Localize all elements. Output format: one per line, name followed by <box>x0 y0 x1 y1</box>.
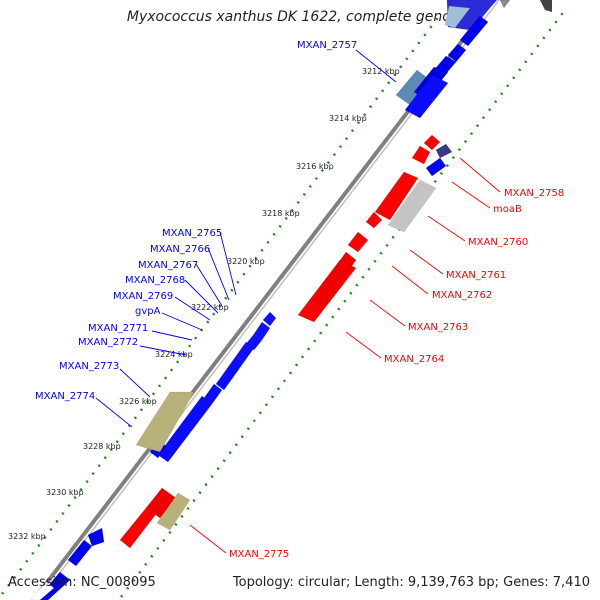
leader-line <box>195 263 223 307</box>
leader-line <box>409 249 444 275</box>
gene-feature <box>411 145 431 165</box>
gene-label-reverse: MXAN_2763 <box>408 322 468 333</box>
gc-track-inner <box>117 9 566 600</box>
gene-label-forward: MXAN_2757 <box>297 40 357 51</box>
gene-feature <box>365 211 383 229</box>
gene-labels: MXAN_2757 MXAN_2765 MXAN_2766 MXAN_2767 MXAN… <box>35 40 564 560</box>
gene-label-forward: MXAN_2772 <box>78 337 138 348</box>
gene-label-reverse: MXAN_2758 <box>504 188 564 199</box>
gene-label-forward: MXAN_2769 <box>113 291 173 302</box>
topology-text: Topology: circular; Length: 9,139,763 bp… <box>232 575 590 590</box>
gene-label-forward: MXAN_2768 <box>125 275 185 286</box>
tick-label: 3212 kbp <box>362 67 400 76</box>
gene-feature <box>374 171 419 221</box>
map-title: Myxococcus xanthus DK 1622, complete gen… <box>126 9 474 25</box>
gene-feature <box>447 43 467 63</box>
gene-label-forward: MXAN_2765 <box>162 228 222 239</box>
gene-feature-top-right <box>540 0 552 12</box>
gene-label-forward: MXAN_2774 <box>35 391 95 402</box>
gene-label-reverse: MXAN_2762 <box>432 290 492 301</box>
leader-line <box>391 265 429 295</box>
gene-feature <box>499 0 511 9</box>
gene-label-forward: MXAN_2773 <box>59 361 119 372</box>
gene-label-forward: MXAN_2766 <box>150 244 210 255</box>
gene-feature <box>87 527 105 547</box>
gene-feature <box>444 5 471 29</box>
leader-line <box>219 231 237 296</box>
gene-feature <box>119 507 157 549</box>
leader-line <box>355 49 397 83</box>
leader-line <box>119 368 151 398</box>
gene-feature <box>435 143 453 159</box>
leader-line <box>151 330 193 341</box>
tick-label: 3232 kbp <box>8 532 46 541</box>
gene-feature <box>157 395 213 463</box>
gene-feature <box>459 15 489 47</box>
leader-line <box>451 181 491 209</box>
leader-line <box>184 279 219 314</box>
tick-label: 3222 kbp <box>191 303 229 312</box>
gc-track-outer <box>0 14 441 599</box>
tick-label: 3218 kbp <box>262 209 300 218</box>
gene-feature <box>253 321 271 341</box>
gene-label-forward: MXAN_2767 <box>138 260 198 271</box>
gene-feature <box>311 251 357 307</box>
gene-label-reverse: MXAN_2775 <box>229 549 289 560</box>
gene-feature <box>347 231 369 253</box>
gene-feature <box>423 134 441 151</box>
leader-line <box>427 215 466 242</box>
tick-label: 3220 kbp <box>227 257 265 266</box>
tick-label: 3228 kbp <box>83 442 121 451</box>
gene-label-forward: gvpA <box>135 306 161 317</box>
gene-feature <box>387 179 437 233</box>
tick-label: 3226 kbp <box>119 397 157 406</box>
gene-feature <box>156 492 191 531</box>
tick-label: 3224 kbp <box>155 350 193 359</box>
leader-line <box>189 524 227 554</box>
gene-feature <box>215 355 245 391</box>
gene-feature <box>404 74 449 119</box>
tick-label: 3230 kbp <box>46 488 84 497</box>
gene-label-reverse: MXAN_2764 <box>384 354 444 365</box>
gene-feature <box>67 539 93 567</box>
leader-line <box>174 296 211 321</box>
leader-line <box>345 331 382 359</box>
gene-feature <box>262 311 277 327</box>
gene-label-reverse: MXAN_2761 <box>446 270 506 281</box>
gene-feature <box>425 157 447 177</box>
gene-feature <box>29 581 55 600</box>
leader-line <box>95 397 133 428</box>
accession-text: Accession: NC_008095 <box>8 575 156 590</box>
leader-line <box>459 157 501 193</box>
leader-line <box>369 299 406 327</box>
label-leaders <box>95 49 501 554</box>
gene-label-reverse: moaB <box>493 204 522 215</box>
tick-label: 3216 kbp <box>296 162 334 171</box>
leader-line <box>207 247 230 301</box>
gene-label-reverse: MXAN_2760 <box>468 237 528 248</box>
gene-features <box>29 0 511 600</box>
gene-feature <box>135 391 195 453</box>
tick-label: 3214 kbp <box>329 114 367 123</box>
leader-line <box>139 345 187 356</box>
kbp-ticks: 3212 kbp 3214 kbp 3216 kbp 3218 kbp 3220 kbp… <box>8 67 400 541</box>
leader-line <box>161 312 203 331</box>
gene-label-forward: MXAN_2771 <box>88 323 148 334</box>
